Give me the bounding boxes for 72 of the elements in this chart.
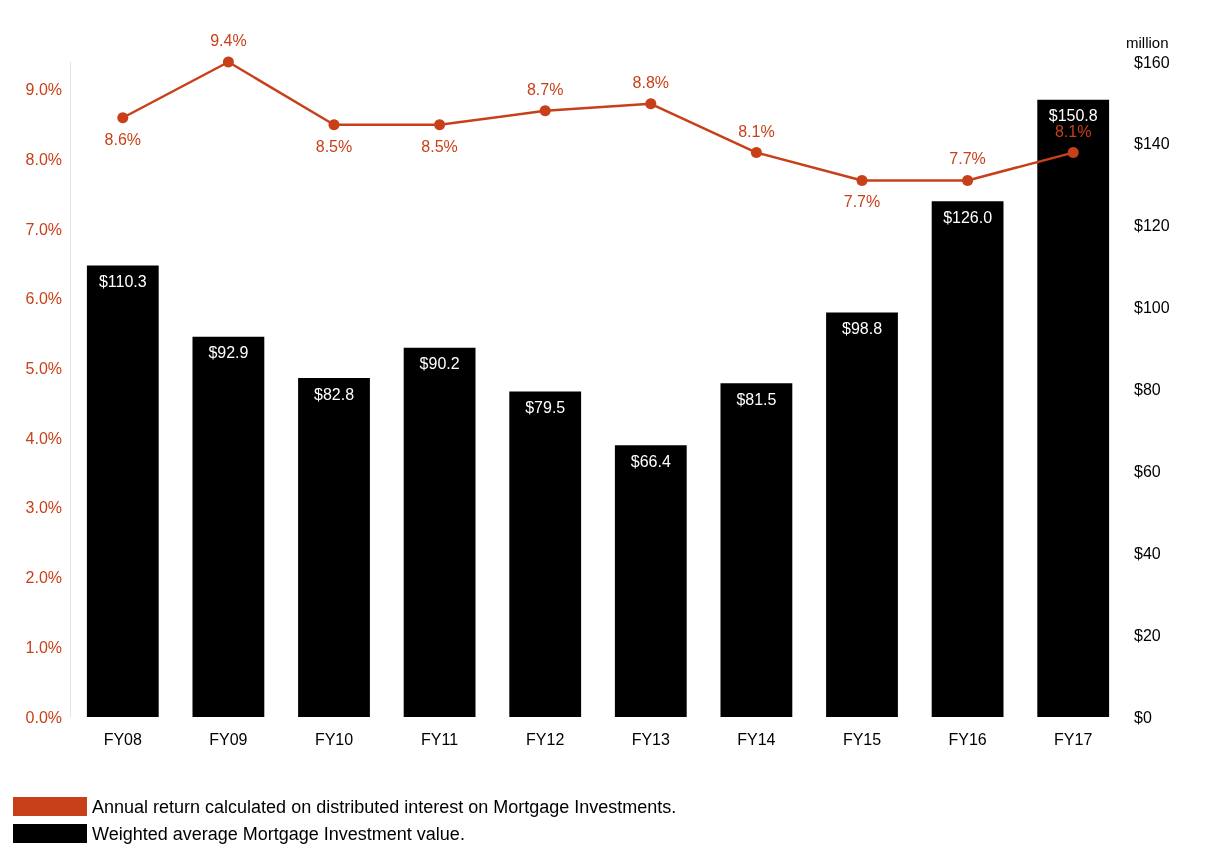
data-label: 8.8% [632,73,670,91]
y-tick-label: 5.0% [25,360,62,378]
x-tick-label: FY17 [1054,730,1093,748]
y2-tick-label: $0 [1134,708,1152,726]
data-label: $150.8 [1048,107,1098,125]
y2-tick-label: $160 [1134,53,1170,71]
point [1067,147,1079,159]
y-tick-label: 4.0% [25,429,62,447]
data-label: $90.2 [419,355,460,373]
x-tick-label: FY16 [948,730,987,748]
data-label: $110.3 [98,272,147,290]
legend-label: Annual return calculated on distributed interest on Mortgage Investments. [92,796,677,817]
x-tick-label: FY09 [209,730,248,748]
bar [298,378,370,717]
y2-tick-label: $20 [1134,626,1161,644]
y-tick-label: 3.0% [25,499,62,517]
x-tick-label: FY13 [631,730,671,748]
data-label: 9.4% [210,32,247,49]
point [539,105,551,117]
y-tick-label: 7.0% [25,220,62,238]
point [856,174,868,186]
data-label: $126.0 [943,208,993,226]
y-tick-label: 0.0% [25,708,62,726]
legend-label: Weighted average Mortgage Investment value. [92,823,465,844]
y2-tick-label: $60 [1134,462,1161,480]
y-tick-label: 8.0% [25,151,62,169]
bar [931,201,1004,717]
point [962,174,974,186]
point [117,112,129,124]
x-tick-label: FY15 [842,730,882,748]
y2-axis-title: million [1126,34,1169,51]
bar [826,312,898,717]
bar [192,336,265,717]
point [750,147,762,159]
data-label: 8.1% [738,122,775,140]
data-label: 7.7% [843,193,881,211]
bar [614,445,687,717]
data-label: $81.5 [736,390,777,408]
data-label: 8.1% [1054,122,1092,140]
bar [86,265,159,717]
y2-tick-label: $140 [1134,135,1170,153]
data-label: $92.9 [208,344,249,362]
data-label: 8.5% [315,137,353,155]
x-tick-label: FY10 [314,730,354,748]
bar [403,347,476,717]
x-tick-label: FY14 [737,730,776,748]
y-tick-label: 1.0% [25,638,62,656]
point [222,56,234,68]
data-label: $66.4 [630,452,671,470]
y2-tick-label: $100 [1134,299,1170,317]
data-label: 8.6% [104,130,142,148]
x-tick-label: FY08 [103,730,143,748]
y2-tick-label: $120 [1134,217,1170,235]
x-tick-label: FY11 [421,730,459,748]
point [434,119,446,131]
y-tick-label: 6.0% [25,290,62,308]
y2-tick-label: $40 [1134,544,1161,562]
data-label: $79.5 [525,399,566,417]
bar [509,391,582,717]
data-label: 8.5% [421,137,458,155]
data-label: 8.7% [526,80,564,98]
y-tick-label: 9.0% [25,81,62,99]
data-label: $98.8 [841,320,883,338]
x-tick-label: FY12 [526,730,565,748]
y-tick-label: 2.0% [25,569,62,587]
point [645,98,657,110]
y2-tick-label: $80 [1134,381,1161,398]
point [328,119,340,131]
bar [1037,99,1110,717]
bar [720,383,793,717]
data-label: $82.8 [313,385,355,403]
data-label: 7.7% [949,150,986,168]
